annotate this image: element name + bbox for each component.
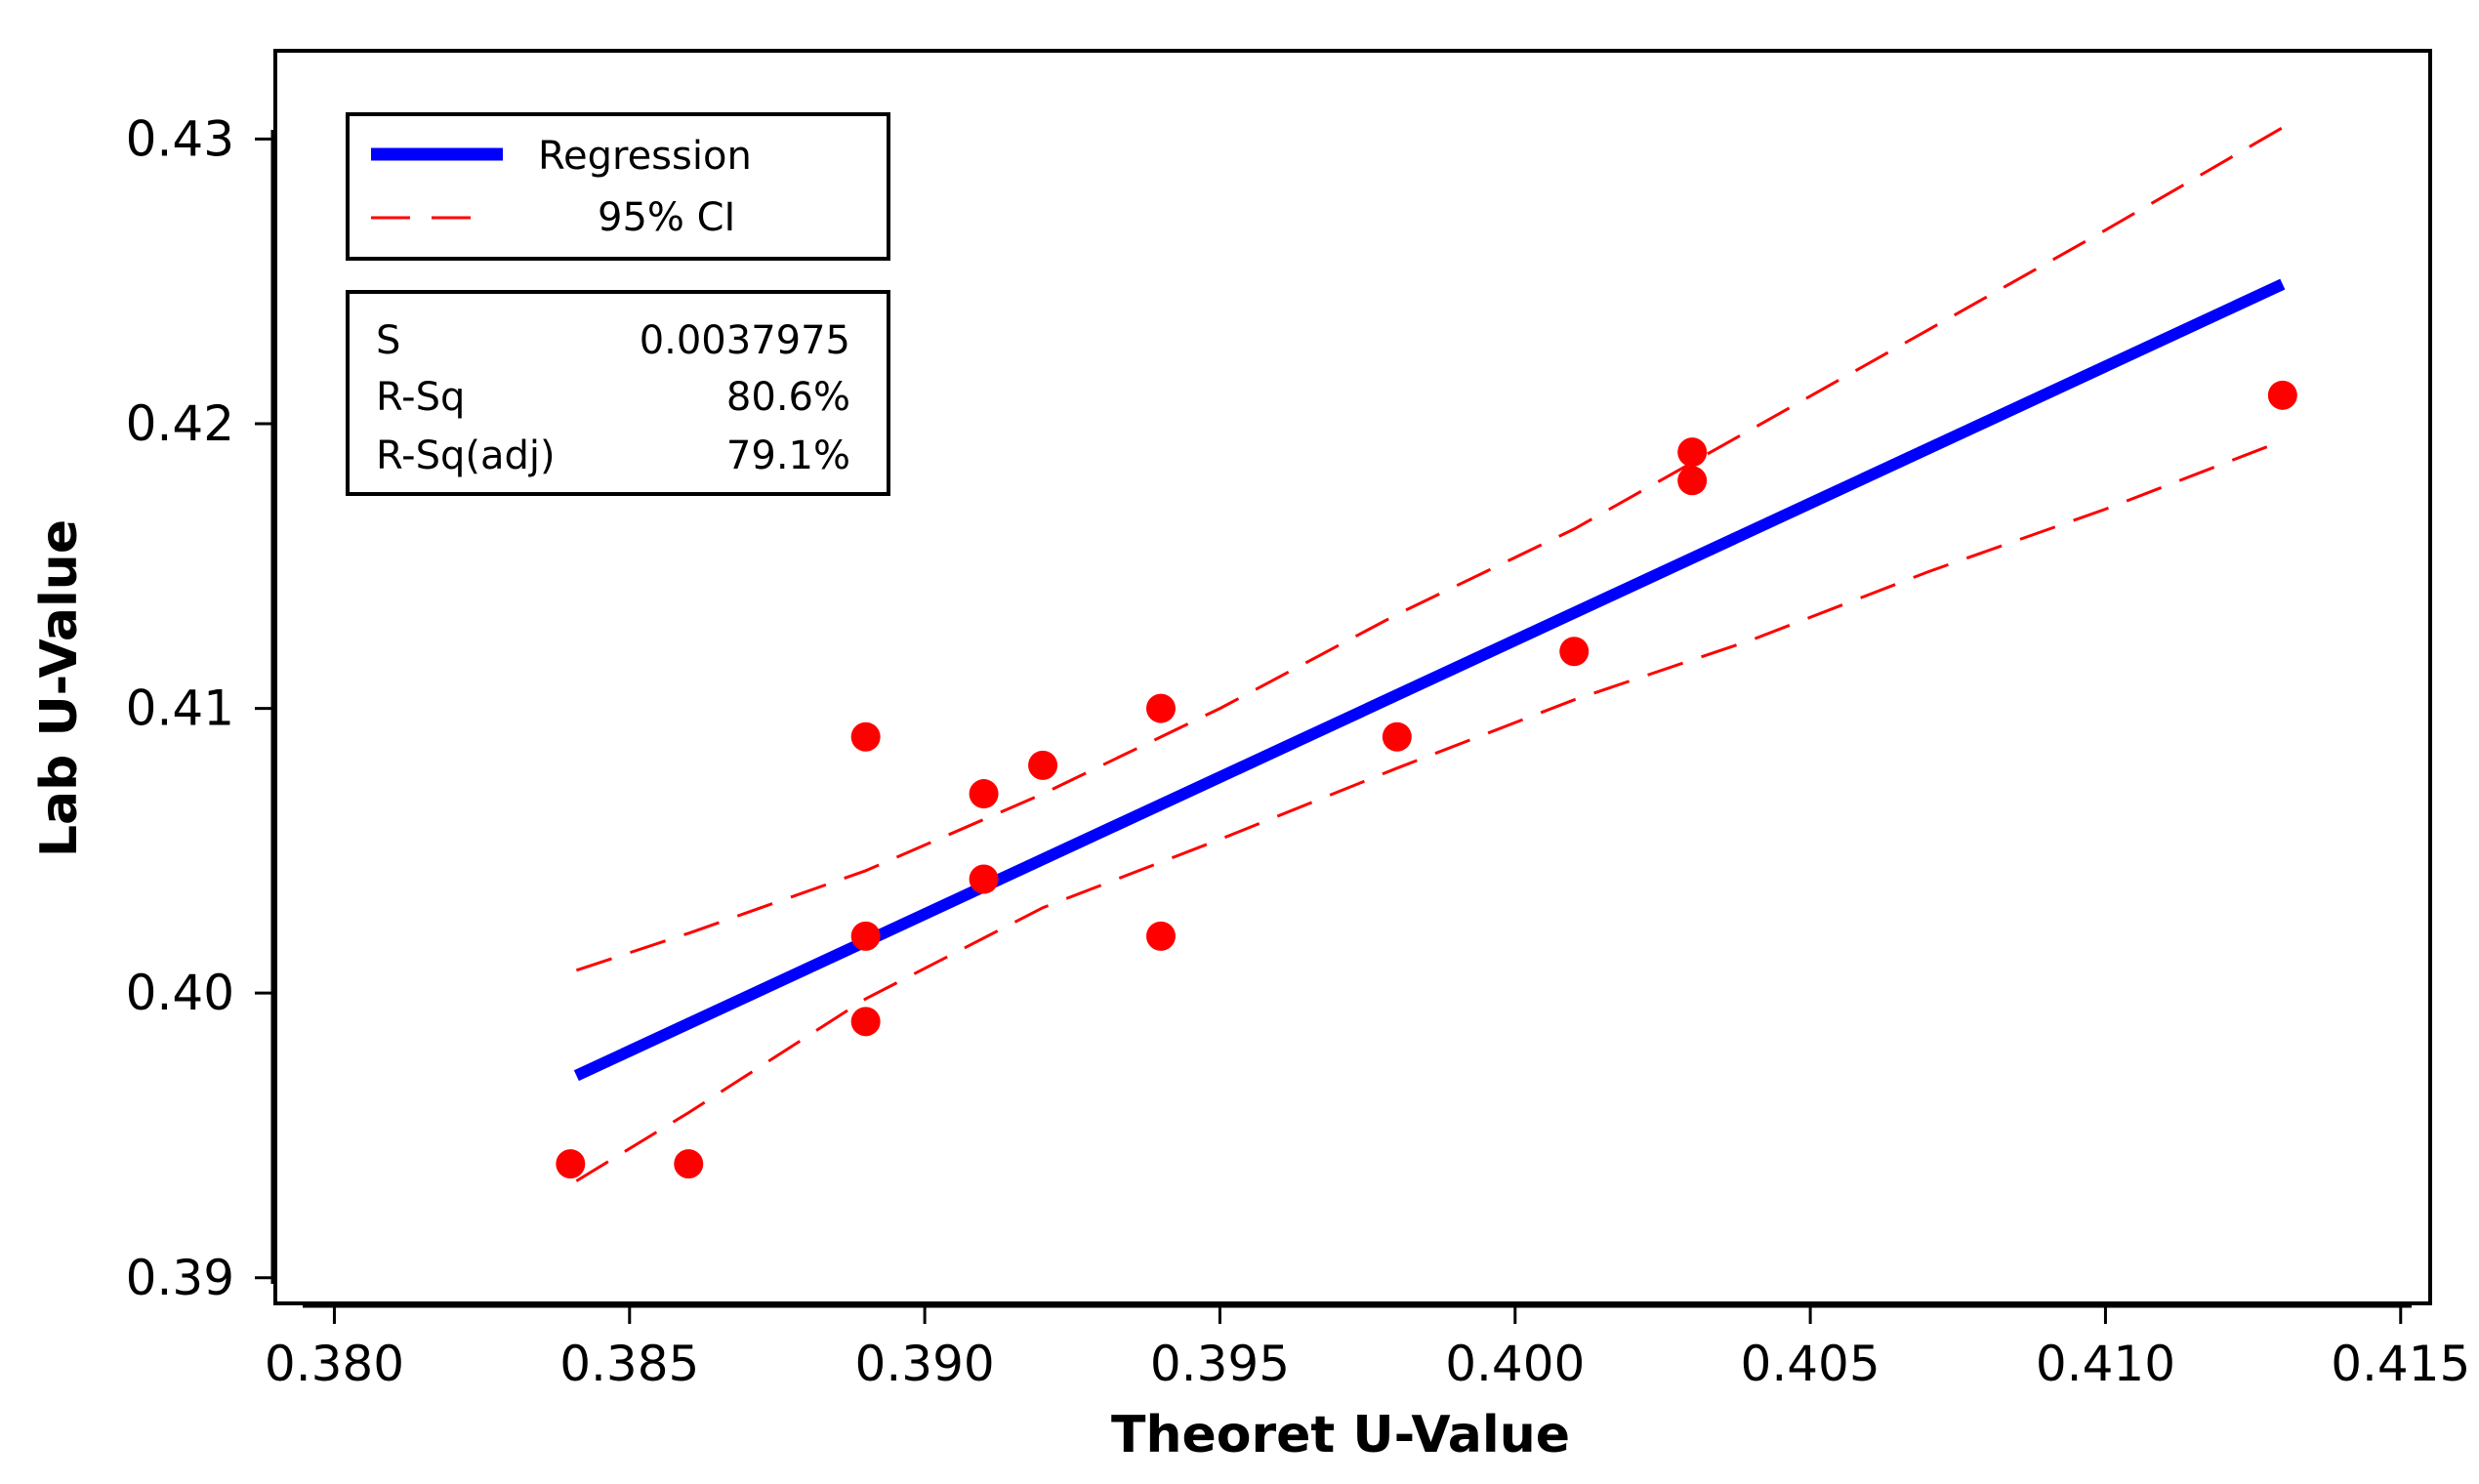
plot-frame: [273, 49, 2432, 1305]
y-tick-label-1: 0.40: [126, 965, 234, 1021]
x-tick-label-3: 0.395: [1150, 1336, 1290, 1392]
data-point-8: [1145, 693, 1176, 723]
data-points: [556, 380, 2297, 1179]
data-point-5: [969, 779, 999, 809]
x-tick-label-0: 0.380: [265, 1336, 404, 1392]
stat-s-label: S: [376, 318, 400, 363]
y-axis: 0.39 0.40 0.41 0.42 0.43: [126, 110, 274, 1306]
legend: Regression 95% CI: [346, 112, 890, 261]
data-point-13: [1677, 466, 1708, 496]
x-tick-label-1: 0.385: [559, 1336, 699, 1392]
data-point-12: [1677, 437, 1708, 468]
x-axis-title: Theoret U-Value: [1111, 1406, 1570, 1464]
y-tick-label-4: 0.43: [126, 110, 234, 167]
stats-box-frame: [346, 290, 890, 496]
data-point-11: [1559, 637, 1590, 667]
data-point-6: [969, 864, 999, 894]
stat-rsq-adj-value: 79.1%: [726, 433, 850, 478]
y-tick-label-2: 0.41: [126, 680, 234, 737]
data-point-2: [850, 721, 881, 752]
legend-regression-label: Regression: [538, 134, 752, 179]
data-point-7: [1028, 750, 1058, 780]
data-point-9: [1145, 921, 1176, 951]
stat-rsq-value: 80.6%: [726, 375, 850, 420]
data-point-14: [2267, 380, 2297, 410]
data-point-0: [556, 1149, 586, 1179]
x-tick-label-2: 0.390: [855, 1336, 995, 1392]
data-point-3: [850, 921, 881, 951]
ci-lines: [575, 126, 2284, 1182]
ci-upper-line: [575, 126, 2284, 972]
y-tick-label-3: 0.42: [126, 395, 234, 452]
data-point-10: [1382, 721, 1412, 752]
x-tick-label-4: 0.400: [1445, 1336, 1585, 1392]
x-tick-label-6: 0.410: [2036, 1336, 2175, 1392]
y-tick-label-0: 0.39: [126, 1250, 234, 1306]
stats-box: S 0.0037975 R-Sq 80.6% R-Sq(adj) 79.1%: [346, 290, 890, 496]
y-axis-title: Lab U-Value: [30, 519, 89, 857]
data-point-1: [674, 1149, 704, 1179]
legend-box: [346, 112, 890, 261]
x-tick-label-7: 0.415: [2331, 1336, 2470, 1392]
ci-lower-line: [575, 439, 2284, 1182]
stat-rsq-label: R-Sq: [376, 375, 465, 420]
stat-s-value: 0.0037975: [640, 318, 850, 363]
legend-ci-label: 95% CI: [598, 195, 735, 240]
x-tick-label-5: 0.405: [1741, 1336, 1880, 1392]
data-point-4: [850, 1007, 881, 1037]
x-axis: 0.380 0.385 0.390 0.395 0.400 0.405 0.410 0.415: [265, 1304, 2470, 1392]
stat-rsq-adj-label: R-Sq(adj): [376, 433, 556, 478]
